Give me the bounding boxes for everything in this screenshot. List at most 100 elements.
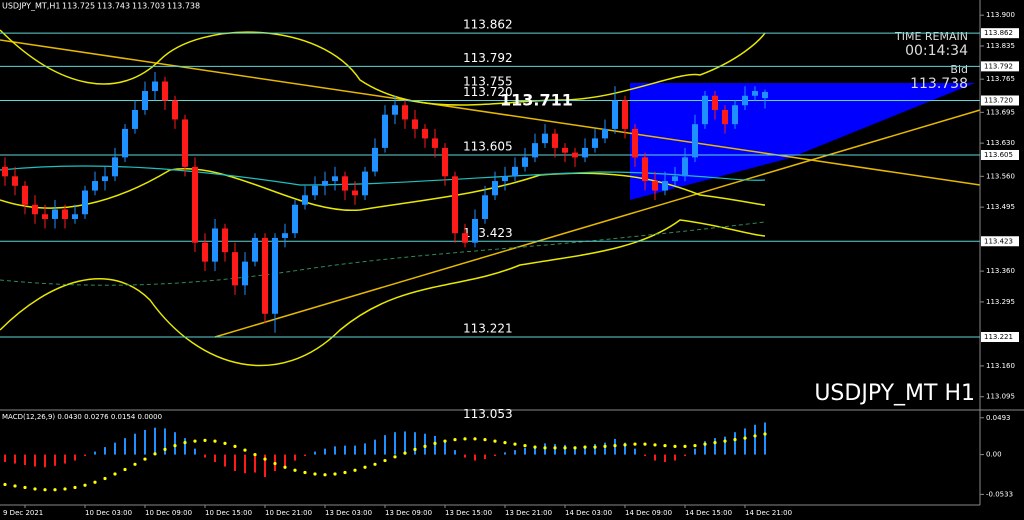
level-tag-label: 113.221 xyxy=(984,333,1013,341)
signal-dot xyxy=(83,483,87,487)
y-tick-label: 113.900 xyxy=(986,11,1015,19)
candle-body xyxy=(652,181,658,191)
macd-bar xyxy=(194,448,196,455)
macd-bar xyxy=(164,428,166,455)
macd-bar xyxy=(14,454,16,464)
y-tick-label: 113.495 xyxy=(986,203,1015,211)
level-tag-label: 113.862 xyxy=(984,29,1013,37)
signal-dot xyxy=(283,465,287,469)
signal-dot xyxy=(493,439,497,443)
signal-dot xyxy=(303,470,307,475)
signal-dot xyxy=(433,441,437,445)
macd-bar xyxy=(654,454,656,461)
macd-bar xyxy=(54,454,56,466)
signal-dot xyxy=(333,472,337,476)
signal-dot xyxy=(413,447,417,451)
bid-title: Bid xyxy=(950,63,968,76)
level-tag-label: 113.720 xyxy=(984,96,1013,104)
level-label: 113.862 xyxy=(463,18,513,32)
candle-body xyxy=(312,185,318,196)
candle-body xyxy=(592,138,598,148)
macd-bar xyxy=(754,424,756,455)
macd-bar xyxy=(504,452,506,455)
signal-dot xyxy=(253,452,257,457)
macd-bar xyxy=(304,454,306,457)
y-tick-label: 113.095 xyxy=(986,393,1015,401)
candle-body xyxy=(82,190,88,215)
macd-title: MACD(12,26,9) 0.0430 0.0276 0.0154 0.000… xyxy=(2,413,162,421)
macd-bar xyxy=(524,447,526,455)
candle-body xyxy=(142,91,148,110)
candle-body xyxy=(162,81,168,101)
signal-dot xyxy=(353,468,357,472)
signal-dot xyxy=(63,487,67,491)
signal-dot xyxy=(423,444,427,448)
macd-bar xyxy=(664,454,666,463)
signal-dot xyxy=(193,439,197,443)
level-label: 113.720 xyxy=(463,85,513,99)
candle-body xyxy=(202,242,208,262)
candle-body xyxy=(52,209,58,219)
level-tag-label: 113.605 xyxy=(984,151,1013,159)
signal-dot xyxy=(763,432,767,436)
signal-dot xyxy=(133,462,137,466)
macd-bar xyxy=(134,433,136,455)
level-tag xyxy=(981,28,1019,39)
moving-average-long xyxy=(0,221,766,286)
candle-body xyxy=(622,100,628,129)
macd-bar xyxy=(284,454,286,467)
bid-value: 113.738 xyxy=(910,76,968,92)
x-tick-label: 13 Dec 21:00 xyxy=(505,509,552,517)
signal-dot xyxy=(543,446,547,450)
candle-body xyxy=(602,128,608,139)
level-label: 113.053 xyxy=(463,407,513,421)
candle-body xyxy=(442,147,448,177)
candle-body xyxy=(402,105,408,120)
level-tag xyxy=(981,95,1019,106)
signal-dot xyxy=(143,457,147,461)
signal-dot xyxy=(683,444,687,448)
signal-dot xyxy=(123,467,127,472)
y-tick-label: 113.295 xyxy=(986,298,1015,306)
signal-dot xyxy=(23,485,27,490)
candle-body xyxy=(322,181,328,186)
candle-body xyxy=(472,218,478,243)
y-tick-label: 113.160 xyxy=(986,362,1015,370)
candle-body xyxy=(382,114,388,148)
y-tick-label: 113.765 xyxy=(986,75,1015,83)
macd-bar xyxy=(444,441,446,455)
signal-dot xyxy=(343,470,347,475)
macd-bar xyxy=(734,432,736,455)
signal-dot xyxy=(383,458,387,463)
macd-bar xyxy=(264,454,266,477)
macd-bar xyxy=(454,450,456,455)
signal-dot xyxy=(393,455,397,459)
signal-dot xyxy=(563,446,567,450)
signal-dot xyxy=(443,439,447,443)
symbol-label: USDJPY_MT,H1 xyxy=(2,2,60,11)
signal-dot xyxy=(743,436,747,440)
level-label: 113.605 xyxy=(463,139,513,153)
macd-bar xyxy=(4,454,6,463)
macd-bar xyxy=(644,454,646,457)
candle-body xyxy=(72,214,78,219)
signal-dot xyxy=(313,472,317,476)
signal-dot xyxy=(753,434,757,438)
macd-bar xyxy=(84,454,86,457)
y-tick-label: 113.835 xyxy=(986,42,1015,50)
signal-dot xyxy=(203,438,207,442)
macd-bar xyxy=(484,454,486,460)
signal-dot xyxy=(183,441,187,445)
macd-bar xyxy=(764,422,766,455)
y-tick-label: 113.630 xyxy=(986,139,1015,147)
macd-bar xyxy=(574,446,576,455)
level-tag xyxy=(981,149,1019,160)
candle-body xyxy=(452,176,458,234)
candle-body xyxy=(702,95,708,125)
candle-body xyxy=(672,176,678,182)
y-tick-label: 113.360 xyxy=(986,267,1015,275)
candle-body xyxy=(522,157,528,167)
macd-bar xyxy=(714,438,716,455)
macd-bar xyxy=(124,438,126,455)
